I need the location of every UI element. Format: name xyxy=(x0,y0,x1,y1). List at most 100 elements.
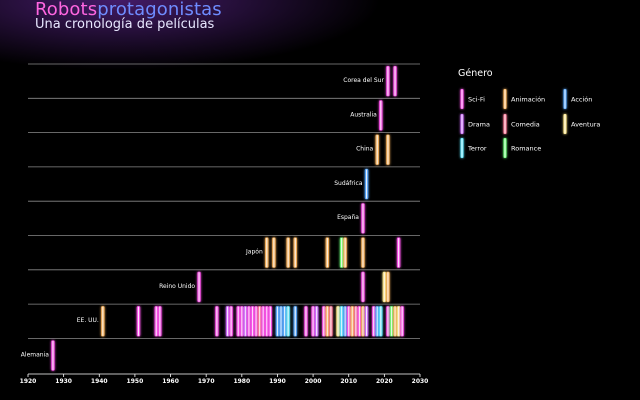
legend-label: Terror xyxy=(467,145,487,153)
legend-item-accion: Acción xyxy=(563,89,592,109)
film-mark-core xyxy=(276,306,279,336)
grid-lines xyxy=(28,63,420,339)
film-mark-core xyxy=(330,306,332,336)
film-mark-core xyxy=(341,238,343,268)
film-mark-core xyxy=(398,306,400,336)
legend-item-sci-fi: Sci-Fi xyxy=(460,89,485,109)
film-mark-ee-uu-1980 xyxy=(240,306,244,337)
x-tick-label-1960: 1960 xyxy=(162,378,179,385)
legend-label: Animación xyxy=(511,96,545,104)
film-mark-ee-uu-1957 xyxy=(158,306,162,337)
film-mark-ee-uu-2012 xyxy=(354,306,358,337)
x-tick-label-1990: 1990 xyxy=(269,378,286,385)
film-mark-core xyxy=(284,306,286,336)
film-mark-core xyxy=(365,169,368,199)
film-mark-ee-uu-1984 xyxy=(254,306,258,337)
x-tick-label-2000: 2000 xyxy=(305,378,322,385)
film-mark-core xyxy=(316,306,318,336)
film-mark-japon-2008 xyxy=(339,237,344,268)
film-mark-china-2018 xyxy=(375,134,379,165)
film-mark-core xyxy=(344,238,346,268)
x-tick-label-1940: 1940 xyxy=(91,378,108,385)
film-mark-core xyxy=(198,272,200,302)
film-mark-core xyxy=(248,306,250,336)
film-mark-core xyxy=(259,306,261,336)
country-label-sudafrica: Sudáfrica xyxy=(334,180,363,187)
film-mark-japon-1987 xyxy=(265,237,269,268)
film-mark-ee-uu-2017 xyxy=(371,306,376,337)
film-mark-ee-uu-2021 xyxy=(386,306,390,337)
film-mark-ee-uu-1941 xyxy=(101,306,105,337)
film-mark-ee-uu-2014 xyxy=(361,306,365,337)
film-mark-core xyxy=(387,66,389,96)
film-mark-ee-uu-1956 xyxy=(154,306,158,337)
film-mark-ee-uu-2004 xyxy=(325,306,330,337)
film-mark-china-2021 xyxy=(386,134,390,165)
film-mark-core xyxy=(159,306,161,336)
film-mark-core xyxy=(394,306,396,336)
x-tick-label-2030: 2030 xyxy=(412,378,429,385)
country-label-japon: Japón xyxy=(245,249,263,256)
film-mark-ee-uu-2019 xyxy=(379,306,383,337)
x-tick-label-1930: 1930 xyxy=(55,378,72,385)
film-mark-core xyxy=(341,306,343,336)
film-mark-japon-2014 xyxy=(361,237,365,268)
chart-subtitle: Una cronología de películas xyxy=(35,17,215,32)
film-mark-ee-uu-2010 xyxy=(347,306,351,337)
film-mark-core xyxy=(387,306,389,336)
legend: Género Sci-Fi Animación Acción Drama Comedia A… xyxy=(458,68,600,158)
country-label-ee-uu: EE. UU. xyxy=(77,317,99,324)
film-mark-core xyxy=(348,306,350,336)
film-mark-reino-unido-1968 xyxy=(197,271,201,303)
film-mark-core xyxy=(251,306,254,336)
x-tick-label-1980: 1980 xyxy=(233,378,250,385)
film-mark-ee-uu-1983 xyxy=(250,306,255,337)
film-mark-ee-uu-2000 xyxy=(311,306,315,337)
legend-swatch-core xyxy=(461,114,463,134)
film-mark-ee-uu-1986 xyxy=(261,306,265,337)
film-mark-ee-uu-1991 xyxy=(279,306,283,337)
film-mark-ee-uu-1951 xyxy=(136,306,141,337)
legend-swatch-core xyxy=(461,138,463,158)
legend-item-animacion: Animación xyxy=(503,89,545,109)
film-mark-sudafrica-2015 xyxy=(364,168,369,200)
x-tick-label-1950: 1950 xyxy=(127,378,144,385)
film-mark-ee-uu-2023 xyxy=(393,306,397,337)
film-mark-ee-uu-2009 xyxy=(343,306,347,337)
film-mark-ee-uu-1990 xyxy=(275,306,280,337)
film-mark-core xyxy=(326,238,328,268)
film-mark-ee-uu-2018 xyxy=(375,306,379,337)
film-mark-core xyxy=(266,238,268,268)
legend-title: Género xyxy=(458,68,493,79)
film-mark-ee-uu-2005 xyxy=(329,306,333,337)
film-mark-ee-uu-1998 xyxy=(304,306,308,337)
legend-item-drama: Drama xyxy=(460,114,490,134)
film-mark-core xyxy=(387,135,389,165)
film-mark-ee-uu-2007 xyxy=(336,306,340,337)
legend-item-aventura: Aventura xyxy=(563,114,600,134)
legend-label: Acción xyxy=(571,96,592,104)
film-mark-core xyxy=(237,306,239,336)
film-mark-core xyxy=(362,306,364,336)
film-mark-core xyxy=(362,238,364,268)
legend-item-romance: Romance xyxy=(503,138,541,158)
film-mark-ee-uu-2022 xyxy=(389,306,394,337)
country-label-china: China xyxy=(356,146,373,153)
title-word-robots: Robots xyxy=(35,0,98,20)
legend-swatch-core xyxy=(504,89,506,109)
film-mark-ee-uu-1985 xyxy=(257,306,262,337)
film-mark-core xyxy=(387,272,389,302)
film-mark-ee-uu-2024 xyxy=(396,306,401,337)
film-mark-corea-del-sur-2021 xyxy=(386,66,390,97)
x-tick-label-1920: 1920 xyxy=(20,378,37,385)
film-mark-core xyxy=(358,306,360,336)
country-label-alemania: Alemania xyxy=(21,351,49,358)
film-mark-core xyxy=(394,66,396,96)
film-mark-core xyxy=(155,306,157,336)
title-word-protagonistas: protagonistas xyxy=(97,0,222,20)
film-mark-ee-uu-2003 xyxy=(322,306,326,337)
film-mark-core xyxy=(244,306,246,336)
film-mark-core xyxy=(294,238,296,268)
film-mark-ee-uu-1979 xyxy=(236,306,240,337)
